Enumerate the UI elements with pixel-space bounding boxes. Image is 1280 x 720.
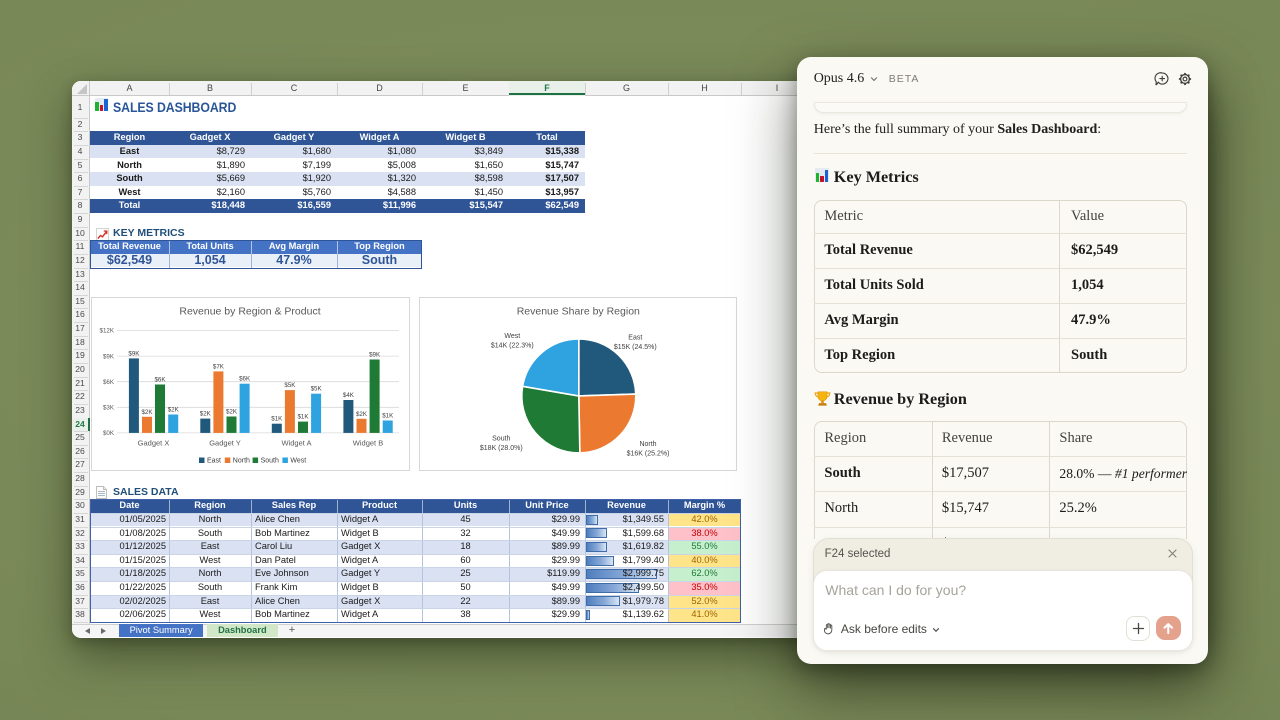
- svg-text:South: South: [261, 457, 279, 464]
- svg-text:$5K: $5K: [311, 385, 323, 392]
- svg-text:Gadget Y: Gadget Y: [209, 438, 241, 447]
- svg-text:East: East: [628, 334, 642, 341]
- svg-text:$5K: $5K: [284, 382, 296, 389]
- svg-text:$6K: $6K: [154, 376, 166, 383]
- svg-text:$9K: $9K: [128, 350, 140, 357]
- svg-text:$9K: $9K: [369, 351, 381, 358]
- svg-text:North: North: [639, 441, 656, 448]
- svg-text:North: North: [233, 457, 250, 464]
- svg-text:$6K: $6K: [103, 378, 115, 385]
- svg-text:$2K: $2K: [226, 408, 238, 415]
- svg-text:South: South: [492, 435, 510, 442]
- svg-text:Revenue by Region & Product: Revenue by Region & Product: [179, 305, 320, 317]
- svg-text:$2K: $2K: [168, 406, 180, 413]
- svg-text:$1K: $1K: [382, 412, 394, 419]
- svg-text:$4K: $4K: [343, 392, 355, 399]
- svg-text:$1K: $1K: [297, 413, 309, 420]
- svg-text:West: West: [290, 457, 306, 464]
- svg-text:$12K: $12K: [100, 327, 115, 334]
- svg-text:$2K: $2K: [200, 410, 212, 417]
- svg-text:$9K: $9K: [103, 353, 115, 360]
- svg-text:East: East: [207, 457, 221, 464]
- svg-text:Revenue Share by Region: Revenue Share by Region: [516, 305, 639, 317]
- svg-text:$2K: $2K: [141, 408, 153, 415]
- svg-text:$6K: $6K: [239, 375, 251, 382]
- svg-text:$14K (22.3%): $14K (22.3%): [491, 342, 534, 349]
- svg-text:Widget A: Widget A: [281, 438, 311, 447]
- svg-text:$3K: $3K: [103, 404, 115, 411]
- svg-text:$15K (24.5%): $15K (24.5%): [614, 343, 657, 350]
- svg-text:$18K (28.0%): $18K (28.0%): [480, 444, 523, 451]
- svg-text:$16K (25.2%): $16K (25.2%): [626, 450, 669, 457]
- svg-text:$1K: $1K: [271, 415, 283, 422]
- svg-text:Widget B: Widget B: [353, 438, 383, 447]
- svg-text:$7K: $7K: [213, 363, 225, 370]
- svg-text:West: West: [504, 332, 520, 339]
- svg-text:$2K: $2K: [356, 410, 368, 417]
- svg-text:$0K: $0K: [103, 430, 115, 437]
- svg-text:Gadget X: Gadget X: [138, 438, 170, 447]
